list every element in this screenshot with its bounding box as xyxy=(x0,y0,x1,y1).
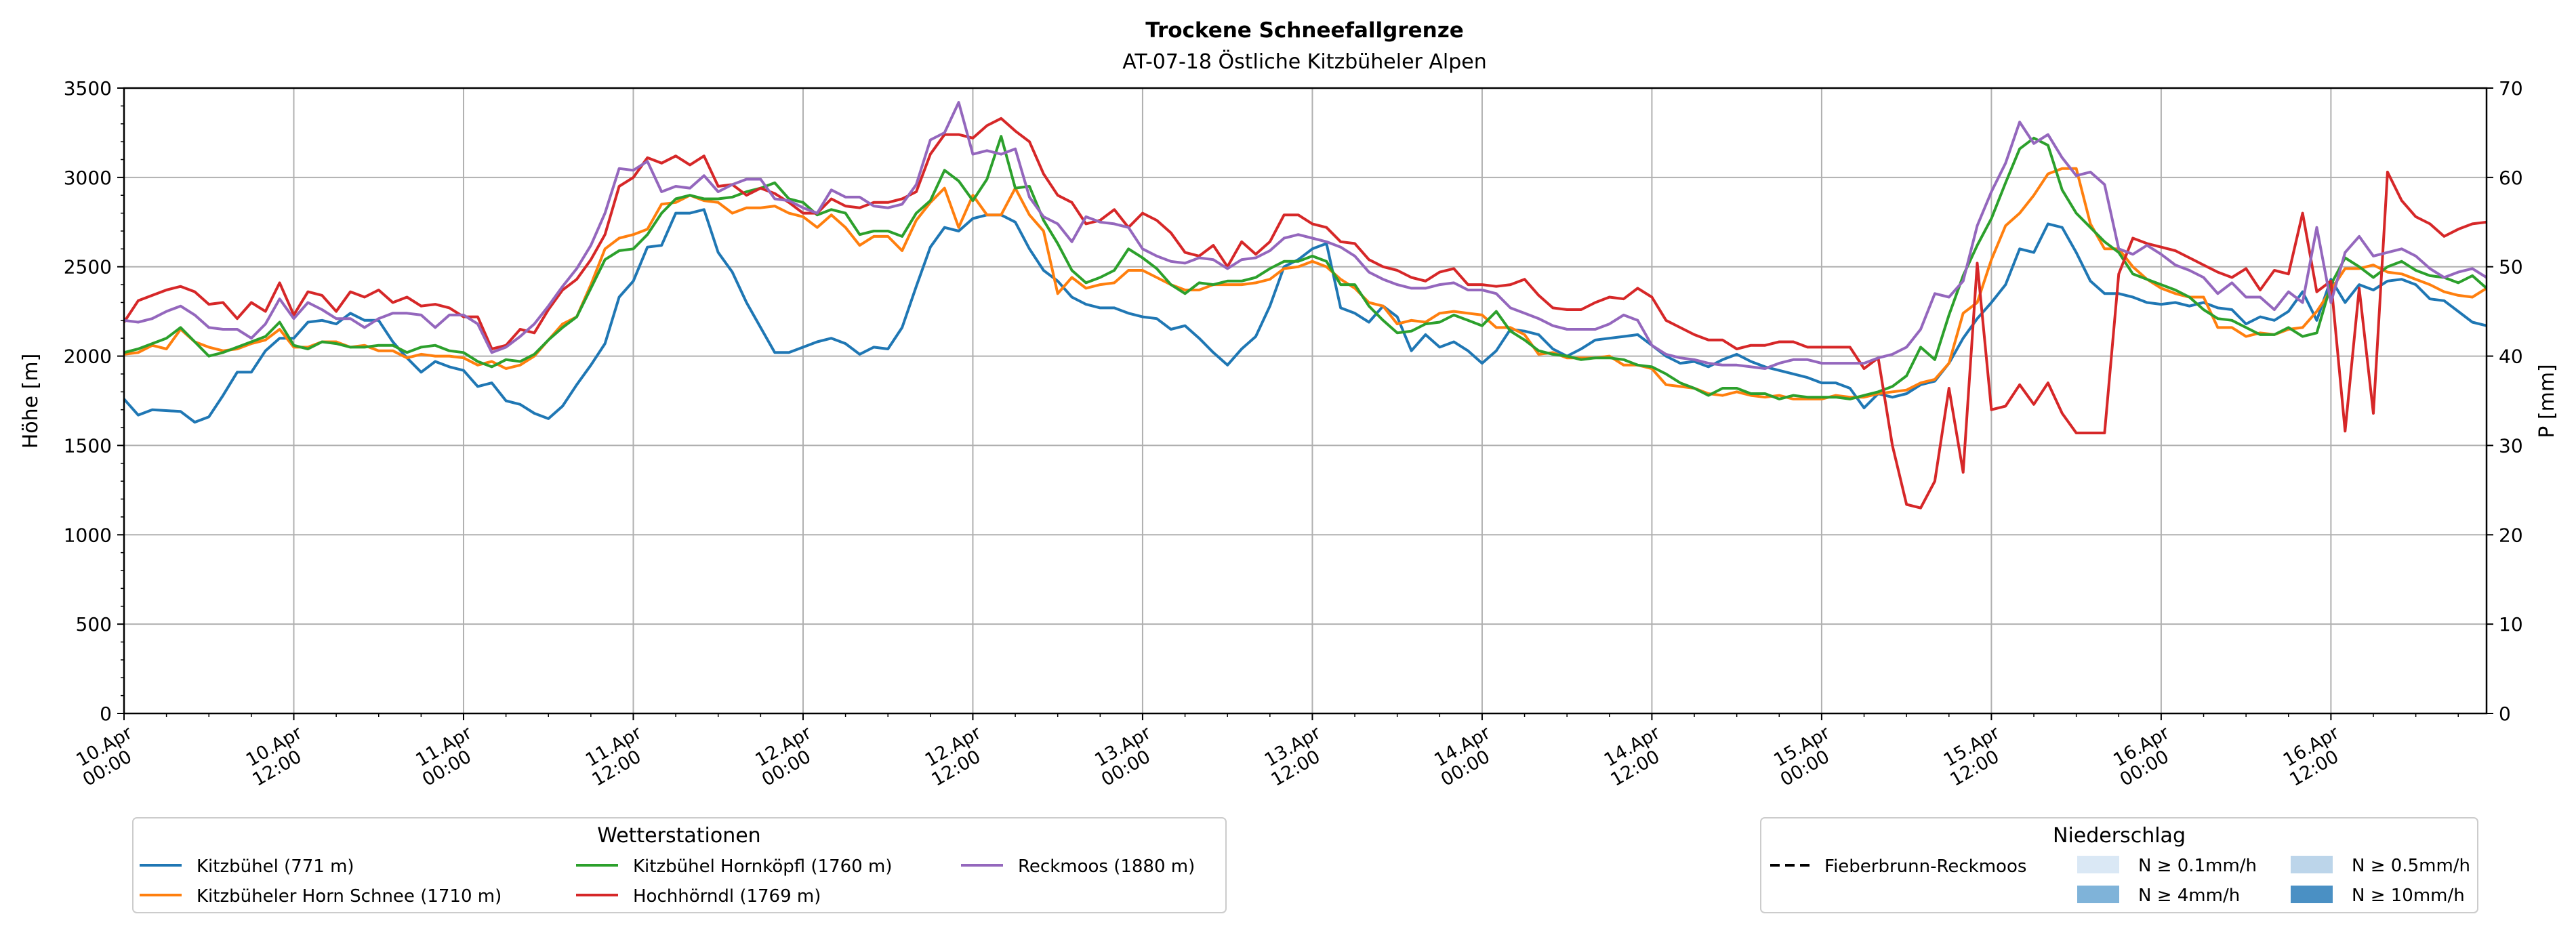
legend-station-label: Reckmoos (1880 m) xyxy=(1018,856,1195,877)
y-axis-label: Höhe [m] xyxy=(19,354,43,449)
chart-title: Trockene Schneefallgrenze xyxy=(1145,18,1464,43)
y-tick-label: 1000 xyxy=(64,524,112,546)
legend-station-label: Hochhörndl (1769 m) xyxy=(633,886,821,907)
legend-precip-label: N ≥ 0.5mm/h xyxy=(2352,856,2470,876)
legend-precip-line-label: Fieberbrunn-Reckmoos xyxy=(1824,856,2026,877)
legend-precip: Niederschlag Fieberbrunn-Reckmoos N ≥ 0.… xyxy=(1760,817,2478,913)
series-lines xyxy=(123,101,2488,510)
legend-precip-swatch xyxy=(2291,886,2333,903)
y2-tick-label: 60 xyxy=(2499,167,2523,189)
legend-precip-label: N ≥ 0.1mm/h xyxy=(2138,856,2257,876)
y-tick-label: 2500 xyxy=(64,256,112,278)
y2-tick-label: 30 xyxy=(2499,434,2523,457)
legend-stations-frame xyxy=(132,817,1227,913)
y2-tick-label: 50 xyxy=(2499,256,2523,278)
legend-station-label: Kitzbühel Hornköpfl (1760 m) xyxy=(633,856,892,877)
legend-precip-label: N ≥ 10mm/h xyxy=(2352,886,2465,906)
y-tick-label: 1500 xyxy=(64,434,112,457)
y-tick-label: 0 xyxy=(100,703,112,725)
series-line xyxy=(123,135,2488,400)
y-tick-label: 2000 xyxy=(64,346,112,368)
legend-stations-title: Wetterstationen xyxy=(597,824,760,848)
legend-precip-title: Niederschlag xyxy=(2053,824,2186,848)
legend-station-label: Kitzbühel (771 m) xyxy=(197,856,354,877)
chart-subtitle: AT-07-18 Östliche Kitzbüheler Alpen xyxy=(1122,49,1487,74)
y2-tick-label: 10 xyxy=(2499,613,2523,636)
y-tick-label: 500 xyxy=(76,613,112,636)
y2-axis-label: P [mm] xyxy=(2535,364,2559,438)
legend-station-label: Kitzbüheler Horn Schnee (1710 m) xyxy=(197,886,502,907)
legend-precip-label: N ≥ 4mm/h xyxy=(2138,886,2240,906)
plot-frame xyxy=(123,87,2488,715)
y-tick-label: 3500 xyxy=(64,77,112,100)
y2-tick-label: 40 xyxy=(2499,346,2523,368)
y-tick-label: 3000 xyxy=(64,167,112,189)
y2-tick-label: 70 xyxy=(2499,77,2523,100)
y2-tick-label: 20 xyxy=(2499,524,2523,546)
legend-precip-swatch xyxy=(2291,856,2333,873)
series-line xyxy=(123,101,2488,370)
legend-precip-swatch xyxy=(2077,856,2119,873)
legend-stations: Wetterstationen Kitzbühel (771 m) Kitzbüh… xyxy=(132,817,1227,913)
legend-precip-swatch xyxy=(2077,886,2119,903)
series-line xyxy=(123,117,2487,510)
series-line xyxy=(123,208,2487,424)
y2-tick-label: 0 xyxy=(2499,703,2511,725)
